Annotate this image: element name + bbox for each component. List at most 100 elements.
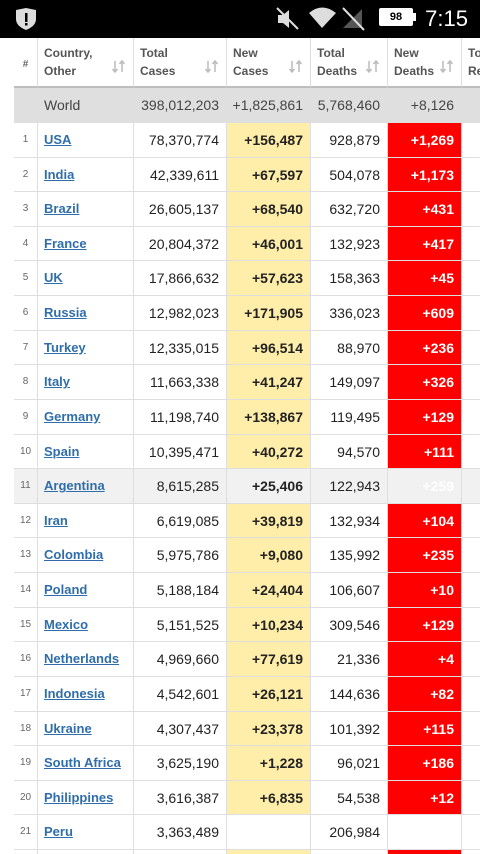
total-deaths: 54,538 [311,780,388,816]
total-cases: 11,198,740 [134,399,227,435]
new-deaths: +236 [388,330,462,366]
new-deaths: +129 [388,399,462,435]
total-cases: 5,151,525 [134,607,227,643]
country-link[interactable]: Russia [38,296,134,331]
country-link[interactable]: Poland [38,573,134,608]
total-cases: 17,866,632 [134,261,227,297]
country-link[interactable]: South Africa [38,746,134,781]
new-cases: +24,404 [227,573,311,608]
total-recovered [462,781,480,816]
country-link[interactable]: Iran [38,503,134,539]
rank: 12 [14,503,38,539]
rank: 15 [14,607,38,643]
country-link[interactable]: Indonesia [38,676,134,712]
status-bar: 98 7:15 [0,0,480,38]
data-table: # Country, Other Total Cases New Cases Total… [0,38,480,854]
total-cases: 10,395,471 [134,434,227,470]
total-cases: 3,616,387 [134,780,227,816]
column-header[interactable]: Total Deaths [311,38,388,88]
country-link[interactable]: Turkey [38,330,134,366]
total-recovered [462,123,480,158]
rank: 17 [14,676,38,712]
new-cases: +68,540 [227,192,311,227]
country-link[interactable]: India [38,157,134,193]
new-deaths [388,815,462,850]
sort-icon[interactable] [440,60,454,74]
rank: 4 [14,226,38,262]
country-link[interactable]: Italy [38,365,134,400]
total-recovered [462,331,480,366]
new-deaths: +417 [388,226,462,262]
total-deaths: 144,636 [311,676,388,712]
total-recovered [462,608,480,643]
total-recovered [462,365,480,400]
new-deaths: +115 [388,711,462,747]
column-header[interactable]: New Deaths [388,38,462,88]
country-link[interactable]: USA [38,123,134,158]
total-cases: 78,370,774 [134,123,227,158]
total-cases: 4,307,437 [134,711,227,747]
country-link[interactable]: Brazil [38,192,134,227]
total-deaths: 928,879 [311,123,388,158]
next-row [14,850,38,854]
world-cell [14,88,38,123]
new-deaths: +1,269 [388,123,462,158]
total-deaths: 149,097 [311,365,388,400]
status-icons [16,7,416,31]
country-link[interactable]: Colombia [38,538,134,574]
next-row [311,850,388,854]
new-cases: +10,234 [227,607,311,643]
rank: 16 [14,642,38,677]
country-link[interactable]: UK [38,261,134,297]
rank: 3 [14,192,38,227]
world-cell [462,88,480,123]
rank: 11 [14,469,38,504]
sort-icon[interactable] [289,60,303,74]
total-recovered [462,538,480,574]
total-deaths: 94,570 [311,434,388,470]
clock: 7:15 [425,6,468,31]
country-link[interactable]: France [38,226,134,262]
column-header[interactable]: Country, Other [38,38,134,88]
total-recovered [462,746,480,781]
total-cases: 42,339,611 [134,157,227,193]
country-link[interactable]: Argentina [38,469,134,504]
new-cases: +39,819 [227,503,311,539]
column-header[interactable]: Total Recovered [462,38,480,88]
rank: 13 [14,538,38,574]
total-cases: 8,615,285 [134,469,227,504]
new-cases: +9,080 [227,538,311,574]
total-recovered [462,573,480,608]
total-recovered [462,192,480,227]
new-cases: +171,905 [227,296,311,331]
total-cases: 12,982,023 [134,296,227,331]
rank: 2 [14,157,38,193]
total-cases: 6,619,085 [134,503,227,539]
total-deaths: 122,943 [311,469,388,504]
sort-icon[interactable] [205,60,219,74]
new-deaths: +111 [388,434,462,470]
country-link[interactable]: Spain [38,434,134,470]
total-deaths: 21,336 [311,642,388,677]
country-link[interactable]: Peru [38,815,134,850]
column-header[interactable]: New Cases [227,38,311,88]
country-link[interactable]: Philippines [38,780,134,816]
new-cases: +156,487 [227,123,311,158]
country-link[interactable]: Netherlands [38,642,134,677]
total-cases: 12,335,015 [134,330,227,366]
total-cases: 5,975,786 [134,538,227,574]
sort-icon[interactable] [366,60,380,74]
country-link[interactable]: Germany [38,399,134,435]
new-cases: +46,001 [227,226,311,262]
new-cases: +25,406 [227,469,311,504]
column-header[interactable]: Total Cases [134,38,227,88]
new-deaths: +129 [388,607,462,643]
total-recovered [462,435,480,470]
country-link[interactable]: Ukraine [38,711,134,747]
sort-icon[interactable] [112,60,126,74]
country-link[interactable]: Mexico [38,607,134,643]
rank: 1 [14,123,38,158]
next-row [134,850,227,854]
next-row [38,850,134,854]
total-deaths: 135,992 [311,538,388,574]
